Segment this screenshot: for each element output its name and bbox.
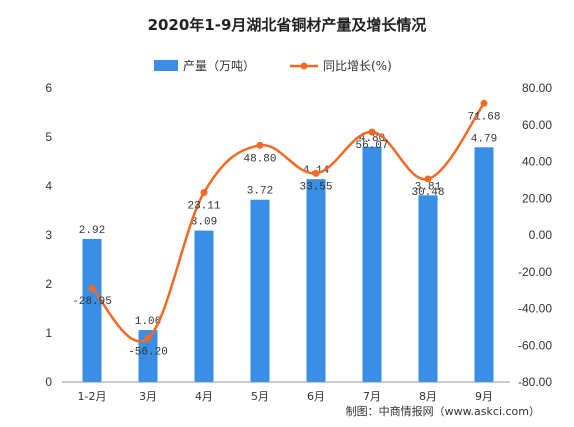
bar bbox=[250, 199, 270, 382]
right-tick-label: 40.00 bbox=[522, 155, 552, 169]
left-tick-label: 5 bbox=[45, 130, 52, 144]
right-tick-label: -20.00 bbox=[518, 265, 552, 279]
legend: 产量（万吨） 同比增长(%) bbox=[154, 59, 392, 73]
x-axis: 1-2月 3月 4月 5月 6月 7月 8月 9月 bbox=[78, 390, 493, 403]
category-label: 7月 bbox=[363, 390, 381, 403]
bar bbox=[474, 147, 494, 382]
bar bbox=[362, 146, 382, 382]
left-tick-label: 3 bbox=[45, 228, 52, 242]
line-value-label: 48.80 bbox=[243, 153, 276, 165]
bar bbox=[194, 230, 214, 382]
bar-value-label: 4.79 bbox=[471, 133, 497, 145]
line-value-label: 30.48 bbox=[411, 187, 444, 199]
line-point bbox=[256, 141, 264, 149]
bar-value-label: 3.09 bbox=[191, 217, 217, 229]
category-label: 5月 bbox=[251, 390, 269, 403]
line-value-label: 33.55 bbox=[299, 181, 332, 193]
line-points bbox=[88, 99, 488, 342]
left-tick-label: 1 bbox=[45, 326, 52, 340]
left-tick-label: 0 bbox=[45, 375, 52, 389]
right-tick-label: 20.00 bbox=[522, 191, 552, 205]
line-labels: -28.95 -56.20 23.11 48.80 33.55 56.07 30.48 71.… bbox=[72, 111, 500, 358]
right-tick-label: 60.00 bbox=[522, 118, 552, 132]
category-label: 6月 bbox=[307, 390, 325, 403]
right-tick-label: 0.00 bbox=[529, 228, 553, 242]
line-value-label: 71.68 bbox=[467, 111, 500, 123]
left-y-axis: 0 1 2 3 4 5 6 bbox=[45, 81, 52, 389]
bar-value-label: 1.06 bbox=[135, 316, 161, 328]
bar-value-label: 3.81 bbox=[415, 181, 442, 193]
category-label: 1-2月 bbox=[78, 390, 107, 403]
line-value-label: 23.11 bbox=[187, 201, 220, 213]
line-point bbox=[88, 284, 96, 292]
right-tick-label: 80.00 bbox=[522, 81, 552, 95]
source-note: 制图：中商情报网（www.askci.com） bbox=[346, 404, 540, 418]
line-value-label: -28.95 bbox=[72, 296, 112, 308]
right-tick-label: -60.00 bbox=[518, 338, 552, 352]
bar-series bbox=[82, 146, 494, 382]
line-point bbox=[368, 128, 376, 136]
bar-value-label: 4.80 bbox=[359, 133, 385, 145]
line-point bbox=[424, 175, 432, 183]
line-value-label: 56.07 bbox=[355, 140, 388, 152]
legend-line-marker bbox=[300, 62, 308, 70]
right-y-axis: -80.00 -60.00 -40.00 -20.00 0.00 20.00 40.00 60… bbox=[518, 81, 552, 389]
bar bbox=[138, 330, 158, 382]
bar-value-label: 2.92 bbox=[79, 225, 105, 237]
left-tick-label: 2 bbox=[45, 277, 52, 291]
category-label: 8月 bbox=[419, 390, 437, 403]
legend-line-label: 同比增长(%) bbox=[323, 59, 392, 73]
line-point bbox=[480, 99, 488, 107]
legend-bar-swatch bbox=[154, 60, 178, 71]
line-point bbox=[200, 189, 208, 197]
bar bbox=[418, 195, 438, 382]
bar bbox=[306, 179, 326, 382]
bar-value-label: 3.72 bbox=[247, 186, 273, 198]
line-point bbox=[144, 334, 152, 342]
right-tick-label: -80.00 bbox=[518, 375, 552, 389]
category-label: 9月 bbox=[475, 390, 493, 403]
line-point bbox=[312, 169, 320, 177]
chart-title: 2020年1-9月湖北省铜材产量及增长情况 bbox=[148, 16, 427, 34]
legend-bar-label: 产量（万吨） bbox=[183, 59, 255, 73]
category-label: 4月 bbox=[195, 390, 213, 403]
right-tick-label: -40.00 bbox=[518, 302, 552, 316]
left-tick-label: 6 bbox=[45, 81, 52, 95]
bar bbox=[82, 238, 102, 382]
line-value-label: -56.20 bbox=[128, 346, 168, 358]
category-label: 3月 bbox=[139, 390, 157, 403]
left-tick-label: 4 bbox=[45, 179, 52, 193]
